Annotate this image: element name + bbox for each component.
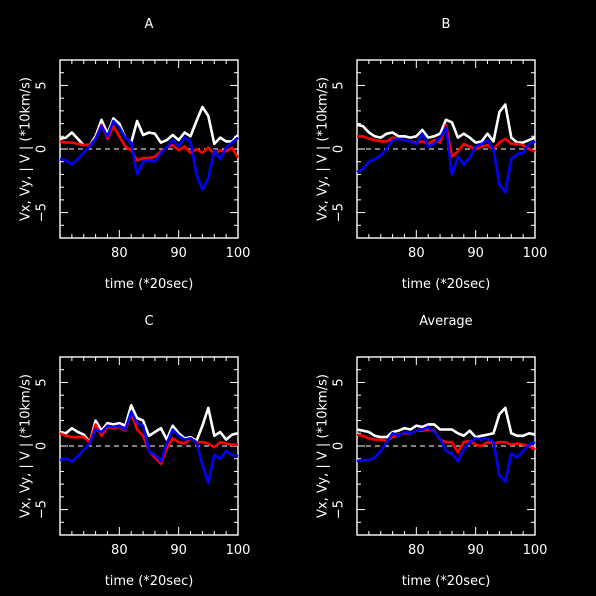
y-tick-label: −5 — [35, 203, 50, 222]
y-tick-label: 0 — [332, 145, 347, 153]
x-tick-label: 80 — [111, 543, 128, 558]
x-tick-label: 80 — [408, 543, 425, 558]
y-tick-label: −5 — [35, 500, 50, 519]
y-tick-label: 0 — [35, 442, 50, 450]
y-axis-label: Vx, Vy, | V | (*10km/s) — [316, 374, 331, 518]
x-axis-label: time (*20sec) — [105, 277, 194, 292]
series-line-1 — [356, 103, 536, 144]
panel-title: A — [145, 17, 154, 32]
y-tick-label: −5 — [332, 203, 347, 222]
x-tick-label: 100 — [226, 246, 251, 261]
y-axis-label: Vx, Vy, | V | (*10km/s) — [19, 374, 34, 518]
y-tick-label: 5 — [332, 378, 347, 386]
series-line-3 — [59, 119, 239, 191]
x-tick-label: 100 — [226, 543, 251, 558]
x-tick-label: 90 — [170, 246, 187, 261]
plot-frame — [356, 59, 536, 239]
y-tick-label: −5 — [332, 500, 347, 519]
y-tick-label: 0 — [332, 442, 347, 450]
y-axis-label: Vx, Vy, | V | (*10km/s) — [19, 77, 34, 221]
panel-title: B — [442, 17, 451, 32]
x-tick-label: 80 — [111, 246, 128, 261]
x-tick-label: 90 — [170, 543, 187, 558]
y-tick-label: 5 — [35, 81, 50, 89]
panel-title: Average — [419, 314, 472, 329]
panel-2: B 80 90 100 −5 0 5 time (*20sec) Vx, Vy, | V | (… — [316, 17, 548, 292]
panel-title: C — [144, 314, 153, 329]
panel-3: C 80 90 100 −5 0 5 time (*20sec) Vx, Vy, | V | (… — [19, 314, 251, 589]
x-axis-label: time (*20sec) — [402, 277, 491, 292]
y-axis-label: Vx, Vy, | V | (*10km/s) — [316, 77, 331, 221]
series-line-1 — [59, 403, 239, 444]
x-axis-label: time (*20sec) — [105, 574, 194, 589]
y-tick-label: 5 — [332, 81, 347, 89]
y-tick-label: 0 — [35, 145, 50, 153]
x-axis-label: time (*20sec) — [402, 574, 491, 589]
x-tick-label: 100 — [523, 543, 548, 558]
series-line-3 — [59, 410, 239, 485]
panel-1: A 80 90 100 −5 0 5 time (*20sec) Vx, Vy, | V | (… — [19, 17, 251, 292]
y-tick-label: 5 — [35, 378, 50, 386]
series-line-3 — [356, 425, 536, 483]
series-line-3 — [356, 126, 536, 194]
series-line-1 — [356, 406, 536, 439]
series-line-2 — [357, 123, 536, 158]
panel-4: Average 80 90 100 −5 0 5 time (*20sec) Vx, Vy, |… — [316, 314, 548, 589]
x-tick-label: 90 — [467, 543, 484, 558]
x-tick-label: 90 — [467, 246, 484, 261]
x-tick-label: 80 — [408, 246, 425, 261]
x-tick-label: 100 — [523, 246, 548, 261]
series-line-1 — [59, 105, 239, 147]
